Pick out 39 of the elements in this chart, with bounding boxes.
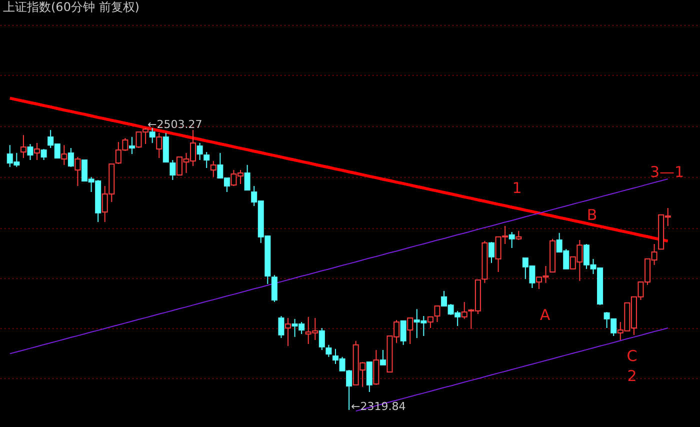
candlestick <box>61 144 68 166</box>
candlestick <box>427 316 434 328</box>
annotation: B <box>586 206 598 224</box>
annotation: C <box>626 347 638 365</box>
candlestick <box>149 128 156 144</box>
candlestick <box>170 160 176 181</box>
candlestick <box>271 274 278 302</box>
candlestick <box>244 164 250 191</box>
candlestick <box>204 152 210 169</box>
annotation: 1 <box>512 179 522 197</box>
candlestick <box>400 320 406 346</box>
candlestick <box>128 136 135 155</box>
candlestick <box>278 316 284 338</box>
candlestick <box>74 156 81 187</box>
candlestick <box>34 142 40 161</box>
annotation: ←2503.27 <box>148 118 202 131</box>
candlestick <box>318 328 325 350</box>
candlestick <box>40 148 47 161</box>
candlestick <box>434 306 440 322</box>
candlestick <box>20 134 26 159</box>
candlestick <box>285 318 291 346</box>
annotation: A <box>540 306 551 324</box>
candlestick <box>488 242 494 264</box>
candlestick <box>508 232 515 249</box>
candlestick <box>196 142 203 161</box>
candlestick <box>210 160 216 178</box>
candlestick <box>68 148 74 168</box>
candlestick <box>156 132 162 159</box>
annotation: 3—1 <box>650 163 684 181</box>
candlestick <box>27 144 34 161</box>
candlestick <box>380 349 386 366</box>
chart-title: 上证指数(60分钟 前复权) <box>3 0 140 14</box>
candlestick <box>366 361 372 392</box>
candlestick <box>461 302 468 320</box>
annotation: 2 <box>627 367 637 385</box>
candlestick <box>373 349 380 386</box>
candlestick <box>326 344 332 358</box>
candlestick <box>516 230 522 241</box>
candlestick <box>407 318 414 344</box>
